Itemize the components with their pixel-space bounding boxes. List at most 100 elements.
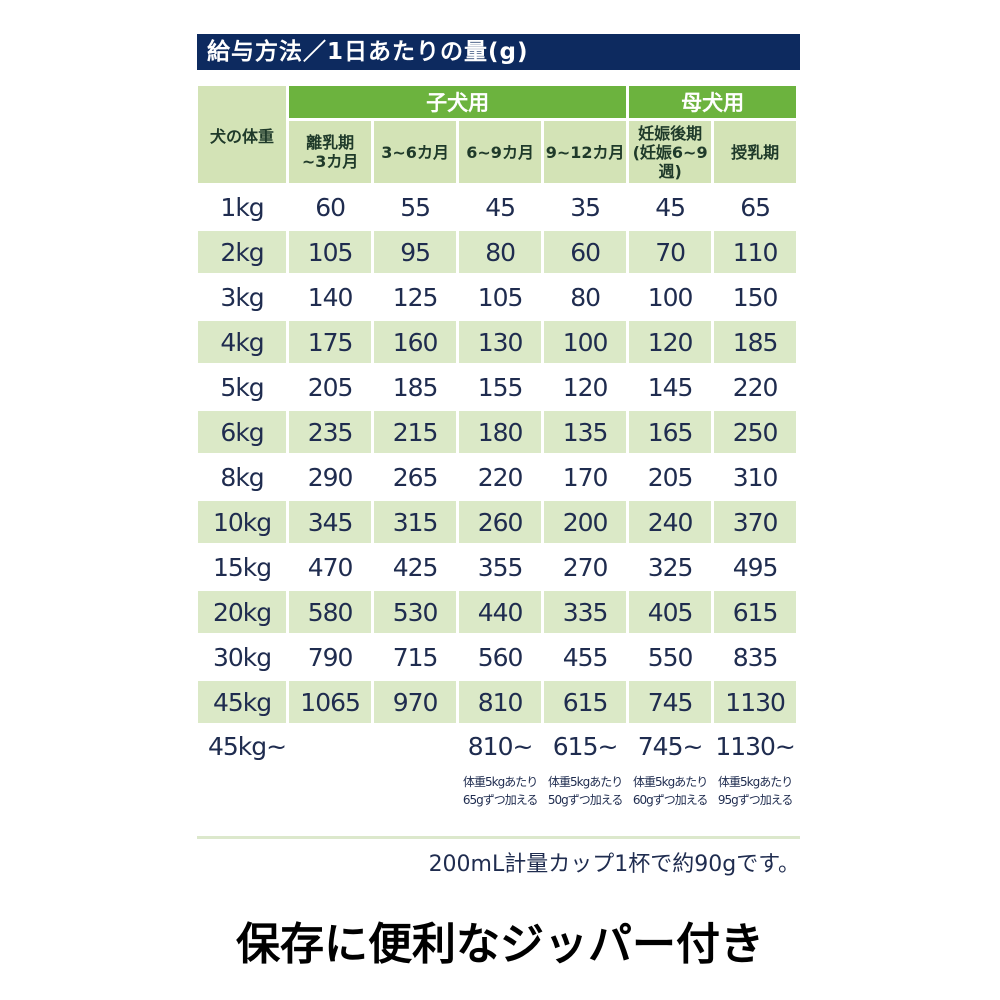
table-title: 給与方法／1日あたりの量(g) xyxy=(197,34,800,70)
increment-note xyxy=(374,769,456,809)
amount-cell: 1065 xyxy=(289,681,372,723)
amount-cell: 145 xyxy=(647,372,694,402)
amount-cell: 810 xyxy=(459,681,542,723)
table-row: 10kg 345 315 260 200 240 370 xyxy=(198,501,797,543)
table-row: 3kg 140 125 105 80 100 150 xyxy=(198,276,796,318)
weight-cell: 5kg xyxy=(220,372,264,402)
amount-cell: 95 xyxy=(374,231,457,273)
amount-cell: 160 xyxy=(374,321,457,363)
footnote: 200mL計量カップ1杯で約90gです。 xyxy=(428,852,800,877)
amount-cell: 185 xyxy=(392,372,439,402)
weight-cell: 10kg xyxy=(198,501,287,543)
amount-cell: 270 xyxy=(562,552,609,582)
amount-cell xyxy=(289,726,371,766)
amount-cell: 65 xyxy=(740,192,771,222)
amount-cell: 580 xyxy=(289,591,372,633)
amount-cell: 745 xyxy=(629,681,712,723)
amount-cell: 135 xyxy=(544,411,627,453)
amount-cell: 615 xyxy=(544,681,627,723)
amount-cell: 250 xyxy=(714,411,797,453)
puppy-group-header: 子犬用 xyxy=(289,86,627,118)
amount-cell: 35 xyxy=(570,192,601,222)
amount-cell: 530 xyxy=(374,591,457,633)
table-row: 2kg 105 95 80 60 70 110 xyxy=(198,231,797,273)
amount-cell: 110 xyxy=(714,231,797,273)
amount-cell: 80 xyxy=(459,231,542,273)
amount-cell: 60 xyxy=(315,192,346,222)
divider xyxy=(197,836,800,839)
amount-cell: 60 xyxy=(544,231,627,273)
increment-note: 体重5kgあたり 50gずつ加える xyxy=(547,775,624,807)
table-row: 30kg 790 715 560 455 550 835 xyxy=(198,636,796,678)
amount-cell: 150 xyxy=(732,282,779,312)
amount-cell: 405 xyxy=(629,591,712,633)
amount-cell: 200 xyxy=(544,501,627,543)
amount-cell: 220 xyxy=(732,372,779,402)
amount-cell: 315 xyxy=(374,501,457,543)
amount-cell: 220 xyxy=(477,462,524,492)
table-row: 20kg 580 530 440 335 405 615 xyxy=(198,591,797,633)
amount-cell: 235 xyxy=(289,411,372,453)
amount-cell: 290 xyxy=(307,462,354,492)
table-row: 45kg 1065 970 810 615 745 1130 xyxy=(198,681,797,723)
mother-group-header: 母犬用 xyxy=(629,86,797,118)
amount-cell: 165 xyxy=(629,411,712,453)
table-row: 6kg 235 215 180 135 165 250 xyxy=(198,411,797,453)
table-row-over-45kg: 45kg~ 810~ 615~ 745~ 1130~ xyxy=(198,726,796,766)
amount-cell: 470 xyxy=(307,552,354,582)
weight-cell: 8kg xyxy=(220,462,264,492)
weight-cell: 3kg xyxy=(220,282,264,312)
amount-cell: 615 xyxy=(714,591,797,633)
column-header: 9~12カ月 xyxy=(544,121,627,183)
amount-cell: 240 xyxy=(629,501,712,543)
amount-cell: 745~ xyxy=(637,731,704,761)
weight-header: 犬の体重 xyxy=(198,86,287,183)
amount-cell: 440 xyxy=(459,591,542,633)
amount-cell: 105 xyxy=(289,231,372,273)
amount-cell: 1130~ xyxy=(715,731,796,761)
weight-cell: 4kg xyxy=(198,321,287,363)
amount-cell xyxy=(374,726,456,766)
table-row: 8kg 290 265 220 170 205 310 xyxy=(198,456,796,498)
amount-cell: 455 xyxy=(562,642,609,672)
weight-cell: 1kg xyxy=(220,192,264,222)
column-header: 授乳期 xyxy=(714,121,797,183)
amount-cell: 105 xyxy=(477,282,524,312)
weight-cell: 6kg xyxy=(198,411,287,453)
amount-cell: 345 xyxy=(289,501,372,543)
amount-cell: 120 xyxy=(629,321,712,363)
amount-cell: 120 xyxy=(562,372,609,402)
amount-cell: 130 xyxy=(459,321,542,363)
amount-cell: 615~ xyxy=(552,731,619,761)
amount-cell: 495 xyxy=(732,552,779,582)
notes-row: 体重5kgあたり 65gずつ加える 体重5kgあたり 50gずつ加える 体重5kgあ… xyxy=(198,769,796,809)
amount-cell: 205 xyxy=(307,372,354,402)
amount-cell: 155 xyxy=(477,372,524,402)
column-header: 離乳期 ~3カ月 xyxy=(289,121,372,183)
amount-cell: 215 xyxy=(374,411,457,453)
increment-note: 体重5kgあたり 95gずつ加える xyxy=(717,775,794,807)
column-header: 妊娠後期 (妊娠6~9週) xyxy=(629,121,712,183)
feeding-table: 犬の体重 子犬用 母犬用 離乳期 ~3カ月 3~6カ月 6~9カ月 9~12カ月 妊娠後… xyxy=(195,83,799,812)
amount-cell: 45 xyxy=(655,192,686,222)
weight-cell: 45kg~ xyxy=(208,731,287,761)
amount-cell: 100 xyxy=(544,321,627,363)
amount-cell: 835 xyxy=(732,642,779,672)
weight-cell: 30kg xyxy=(212,642,272,672)
weight-cell: 20kg xyxy=(198,591,287,633)
amount-cell: 810~ xyxy=(467,731,534,761)
table-row: 1kg 60 55 45 35 45 65 xyxy=(198,186,796,228)
amount-cell: 55 xyxy=(400,192,431,222)
amount-cell: 1130 xyxy=(714,681,797,723)
amount-cell: 970 xyxy=(374,681,457,723)
amount-cell: 560 xyxy=(477,642,524,672)
amount-cell: 370 xyxy=(714,501,797,543)
increment-note: 体重5kgあたり 65gずつ加える xyxy=(462,775,539,807)
amount-cell: 335 xyxy=(544,591,627,633)
weight-cell: 45kg xyxy=(198,681,287,723)
amount-cell: 100 xyxy=(647,282,694,312)
column-header: 3~6カ月 xyxy=(374,121,457,183)
table-row: 4kg 175 160 130 100 120 185 xyxy=(198,321,797,363)
table-row: 15kg 470 425 355 270 325 495 xyxy=(198,546,796,588)
amount-cell: 170 xyxy=(562,462,609,492)
